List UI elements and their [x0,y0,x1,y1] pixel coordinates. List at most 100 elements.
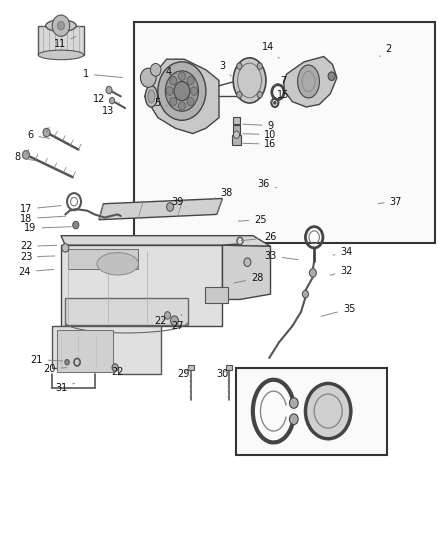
Text: 23: 23 [20,252,55,262]
Text: 29: 29 [177,368,189,379]
Circle shape [170,76,177,85]
Text: 15: 15 [271,90,290,102]
Circle shape [328,72,335,80]
Text: 38: 38 [214,188,233,198]
Text: 18: 18 [20,214,66,224]
Circle shape [52,15,70,36]
Ellipse shape [233,58,266,103]
Text: 12: 12 [93,94,111,104]
Bar [57,330,113,372]
Circle shape [150,63,161,76]
Text: 20: 20 [43,364,67,374]
Text: 22: 22 [20,241,57,251]
Circle shape [158,62,206,120]
Circle shape [178,102,185,110]
Text: 30: 30 [216,369,229,379]
Circle shape [290,398,298,408]
Ellipse shape [97,253,138,275]
Circle shape [73,221,79,229]
Circle shape [309,269,316,277]
Polygon shape [52,326,161,374]
Text: 39: 39 [171,197,184,207]
Circle shape [290,414,298,424]
Circle shape [305,383,351,439]
Circle shape [237,63,242,69]
Text: 32: 32 [330,266,353,276]
Text: 14: 14 [262,43,279,58]
Circle shape [274,101,276,104]
Text: 13: 13 [102,103,120,116]
Text: 16: 16 [243,139,277,149]
Polygon shape [61,245,223,326]
Text: 10: 10 [243,130,277,140]
Polygon shape [145,59,219,134]
Polygon shape [99,198,223,220]
Text: 31: 31 [55,383,74,393]
Text: 24: 24 [18,267,54,277]
Text: 19: 19 [24,223,71,233]
Polygon shape [61,236,271,246]
Text: 3: 3 [219,61,231,76]
Text: 36: 36 [258,179,277,189]
Bar [205,287,228,303]
Circle shape [110,98,115,104]
Circle shape [174,82,190,101]
Polygon shape [65,298,187,325]
Text: 6: 6 [27,130,49,140]
Circle shape [43,128,50,137]
Ellipse shape [297,65,319,98]
Circle shape [166,87,173,95]
Circle shape [165,71,198,111]
Circle shape [141,68,156,87]
Text: 2: 2 [380,44,392,56]
Text: 4: 4 [166,68,184,77]
Bar [232,135,241,146]
Polygon shape [284,56,337,107]
Text: 34: 34 [333,247,353,256]
Circle shape [187,98,194,106]
Text: 26: 26 [241,232,277,243]
Circle shape [106,86,112,94]
Circle shape [166,203,173,211]
Ellipse shape [38,50,84,60]
Text: 17: 17 [20,204,61,214]
Bar [226,365,232,370]
Text: 35: 35 [321,304,355,316]
Circle shape [187,76,194,85]
Circle shape [22,151,29,159]
Text: 28: 28 [234,273,264,283]
Text: 7: 7 [273,77,287,86]
Circle shape [164,312,170,319]
Text: 22: 22 [154,316,166,326]
Circle shape [233,131,240,139]
Ellipse shape [148,90,155,103]
Circle shape [170,316,178,326]
Text: 5: 5 [154,98,167,108]
Text: 37: 37 [378,197,402,207]
Bar [187,365,194,370]
Circle shape [112,364,118,371]
Text: 1: 1 [83,69,122,79]
Text: 9: 9 [243,120,274,131]
Text: 22: 22 [111,367,124,377]
Circle shape [302,290,308,298]
Circle shape [65,360,69,365]
Text: 11: 11 [53,36,76,49]
Bar [237,368,387,455]
Text: 33: 33 [265,251,298,261]
Polygon shape [223,245,271,300]
Bar [134,22,435,243]
Text: 25: 25 [238,215,267,225]
Bar [68,249,138,269]
Circle shape [237,92,242,98]
Text: 21: 21 [30,354,63,365]
Circle shape [257,63,262,69]
Circle shape [244,258,251,266]
Circle shape [178,72,185,80]
Text: 27: 27 [171,314,184,331]
Text: 8: 8 [14,152,35,162]
Bar [233,125,240,134]
Ellipse shape [46,20,76,31]
Circle shape [57,21,64,30]
Bar [38,26,84,55]
